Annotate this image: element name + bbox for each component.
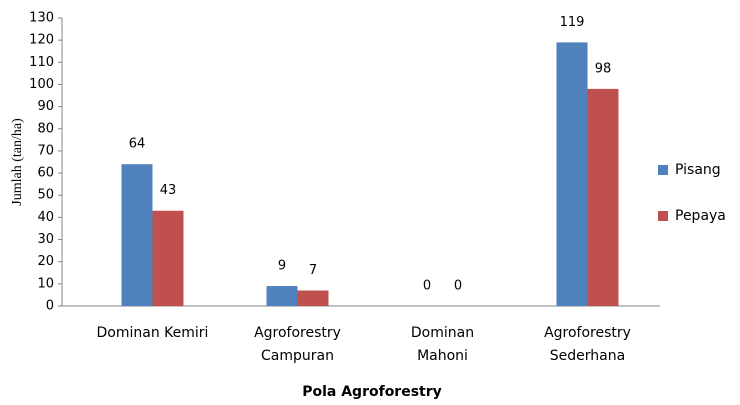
data-label: 43 <box>160 183 177 198</box>
y-tick-label: 70 <box>37 143 54 158</box>
bar <box>152 210 184 306</box>
y-tick-label: 60 <box>37 166 54 181</box>
x-axis-title: Pola Agroforestry <box>302 384 442 400</box>
bar <box>297 290 329 306</box>
x-tick-label: Agroforestry Sederhana <box>544 325 631 364</box>
bar <box>587 88 619 307</box>
legend-swatch <box>658 165 668 175</box>
bar <box>121 164 153 306</box>
bar <box>266 286 298 306</box>
data-label: 0 <box>423 279 431 294</box>
y-tick-label: 50 <box>37 188 54 203</box>
y-tick-label: 130 <box>29 11 54 26</box>
data-label: 7 <box>309 263 317 278</box>
data-label: 98 <box>595 61 612 76</box>
y-tick-label: 10 <box>37 276 54 291</box>
bar <box>556 42 588 306</box>
y-axis-title: Jumlah (tan/ha) <box>10 118 25 206</box>
y-tick-label: 110 <box>29 55 54 70</box>
y-tick-label: 30 <box>37 232 54 247</box>
y-tick-label: 80 <box>37 121 54 136</box>
y-tick-label: 120 <box>29 33 54 48</box>
x-tick-label: Agroforestry Campuran <box>254 325 341 364</box>
y-tick-label: 0 <box>46 299 54 314</box>
data-label: 9 <box>278 259 286 274</box>
y-tick-label: 40 <box>37 210 54 225</box>
data-label: 64 <box>129 137 146 152</box>
x-tick-label: Dominan Mahoni <box>411 325 474 364</box>
data-label: 119 <box>560 15 585 30</box>
y-tick-label: 20 <box>37 254 54 269</box>
x-tick-label: Dominan Kemiri <box>97 325 209 341</box>
legend-label: Pisang <box>675 162 721 178</box>
legend-swatch <box>658 211 668 221</box>
data-label: 0 <box>454 279 462 294</box>
legend-label: Pepaya <box>675 208 726 224</box>
y-tick-label: 100 <box>29 77 54 92</box>
y-tick-label: 90 <box>37 99 54 114</box>
